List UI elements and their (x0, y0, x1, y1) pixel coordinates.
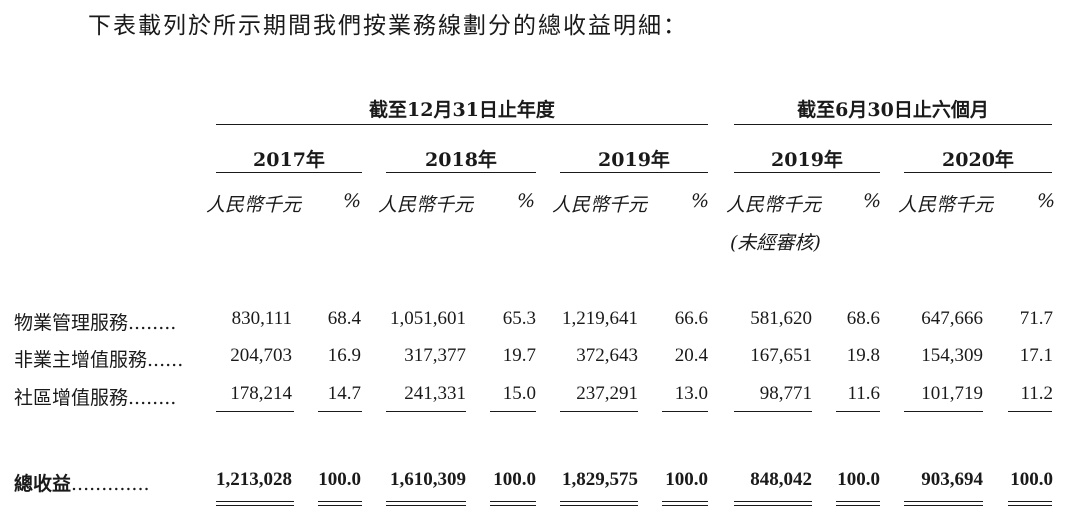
percent-header: % (1037, 190, 1056, 212)
year-header-2019-interim: 2019年 (771, 149, 843, 171)
table-cell: 17.1 (1019, 345, 1053, 366)
total-cell: 1,829,575 (562, 469, 638, 490)
subtotal-rule (836, 411, 880, 412)
year-header-2019: 2019年 (598, 149, 670, 171)
table-cell: 20.4 (674, 345, 708, 366)
total-cell: 100.0 (837, 469, 880, 490)
table-cell: 71.7 (1019, 308, 1053, 329)
intro-text: 下表載列於所示期間我們按業務線劃分的總收益明細： (88, 13, 688, 39)
total-cell: 100.0 (318, 469, 361, 490)
table-cell: 15.0 (502, 383, 536, 404)
total-double-rule (490, 501, 536, 506)
group-underline (734, 124, 1052, 125)
table-cell: 16.9 (327, 345, 361, 366)
total-double-rule (318, 501, 362, 506)
table-cell: 154,309 (921, 345, 983, 366)
subtotal-rule (904, 411, 983, 412)
table-cell: 65.3 (502, 308, 536, 329)
year-underline (386, 172, 536, 173)
subtotal-rule (662, 411, 708, 412)
subtotal-rule (216, 411, 294, 412)
subtotal-rule (318, 411, 362, 412)
total-cell: 1,213,028 (216, 469, 292, 490)
unit-header: 人民幣千元 (378, 194, 474, 216)
row-label-property-management: 物業管理服務........ (14, 312, 177, 334)
total-double-rule (1008, 501, 1052, 506)
table-cell: 830,111 (231, 308, 292, 329)
percent-header: % (343, 190, 362, 212)
total-double-rule (560, 501, 638, 506)
year-underline (560, 172, 708, 173)
unit-header: 人民幣千元 (898, 194, 994, 216)
table-cell: 11.2 (1020, 383, 1053, 404)
table-cell: 101,719 (921, 383, 983, 404)
row-label-non-owner-services: 非業主增值服務...... (14, 349, 184, 371)
total-double-rule (734, 501, 812, 506)
subtotal-rule (490, 411, 536, 412)
table-cell: 317,377 (404, 345, 466, 366)
table-cell: 13.0 (674, 383, 708, 404)
year-underline (216, 172, 362, 173)
percent-header: % (863, 190, 882, 212)
percent-header: % (691, 190, 710, 212)
percent-header: % (517, 190, 536, 212)
year-underline (734, 172, 880, 173)
row-label-total-revenue: 總收益............. (14, 473, 150, 495)
table-cell: 19.7 (502, 345, 536, 366)
total-double-rule (386, 501, 466, 506)
table-cell: 581,620 (750, 308, 812, 329)
total-cell: 100.0 (1010, 469, 1053, 490)
year-header-2018: 2018年 (425, 149, 497, 171)
table-cell: 1,219,641 (562, 308, 638, 329)
table-cell: 68.4 (327, 308, 361, 329)
table-cell: 66.6 (674, 308, 708, 329)
subtotal-rule (734, 411, 812, 412)
unit-header: 人民幣千元 (206, 194, 302, 216)
table-cell: 372,643 (576, 345, 638, 366)
total-double-rule (662, 501, 708, 506)
table-cell: 204,703 (230, 345, 292, 366)
table-cell: 68.6 (846, 308, 880, 329)
table-cell: 1,051,601 (390, 308, 466, 329)
unaudited-note: (未經審核) (730, 232, 821, 254)
total-cell: 100.0 (665, 469, 708, 490)
total-cell: 848,042 (750, 469, 812, 490)
table-cell: 11.6 (847, 383, 880, 404)
table-cell: 14.7 (327, 383, 361, 404)
unit-header: 人民幣千元 (726, 194, 822, 216)
year-underline (904, 172, 1052, 173)
subtotal-rule (560, 411, 638, 412)
table-cell: 647,666 (921, 308, 983, 329)
table-cell: 237,291 (576, 383, 638, 404)
year-header-2017: 2017年 (253, 149, 325, 171)
total-cell: 100.0 (493, 469, 536, 490)
table-cell: 241,331 (404, 383, 466, 404)
table-cell: 167,651 (750, 345, 812, 366)
subtotal-rule (386, 411, 466, 412)
group-header-six-months: 截至6月30日止六個月 (797, 99, 989, 121)
total-double-rule (904, 501, 983, 506)
table-cell: 98,771 (759, 383, 812, 404)
total-double-rule (836, 501, 880, 506)
total-cell: 903,694 (921, 469, 983, 490)
table-cell: 19.8 (846, 345, 880, 366)
unit-header: 人民幣千元 (552, 194, 648, 216)
total-cell: 1,610,309 (390, 469, 466, 490)
year-header-2020: 2020年 (942, 149, 1014, 171)
group-header-year-ended: 截至12月31日止年度 (369, 99, 555, 121)
subtotal-rule (1008, 411, 1052, 412)
row-label-community-services: 社區增值服務........ (14, 387, 177, 409)
table-cell: 178,214 (230, 383, 292, 404)
group-underline (216, 124, 708, 125)
total-double-rule (216, 501, 294, 506)
